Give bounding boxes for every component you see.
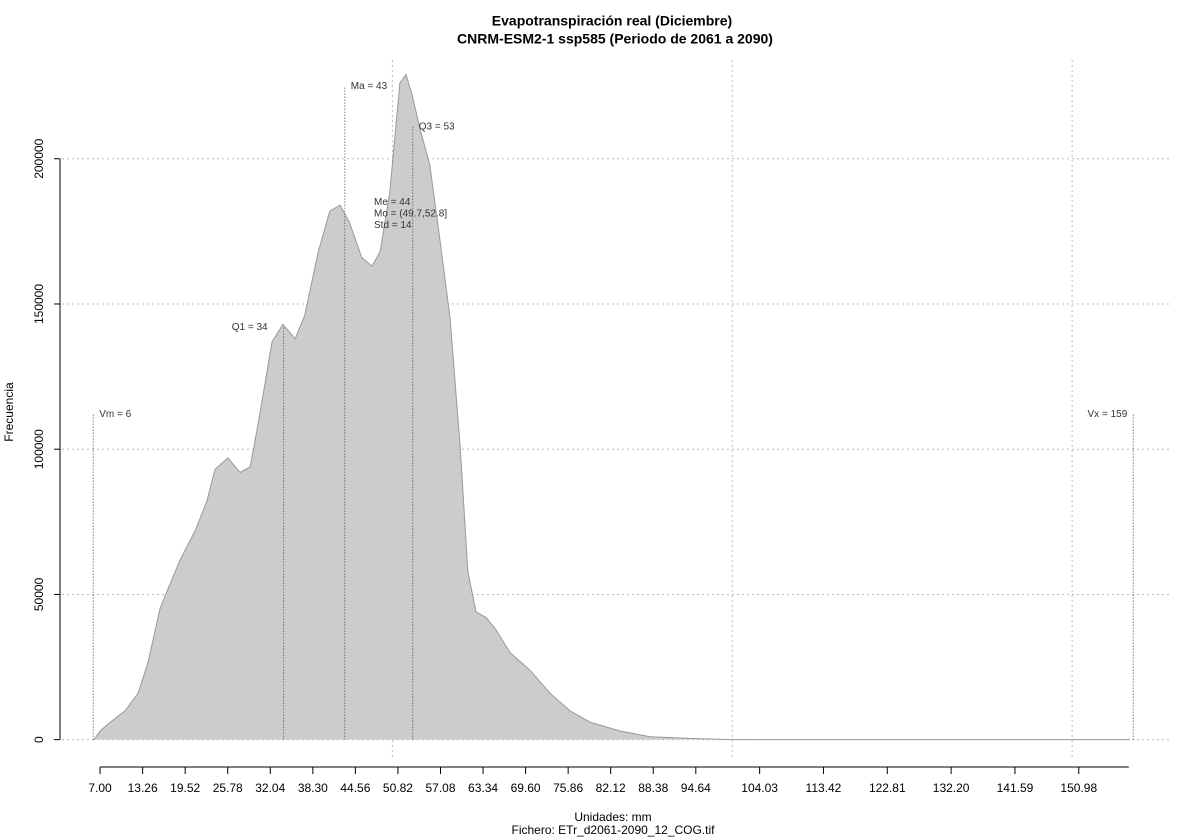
- x-tick-label: 141.59: [997, 781, 1034, 795]
- stats-label: Mo = (49.7,52.8]: [374, 208, 447, 219]
- x-tick-label: 113.42: [806, 781, 842, 795]
- x-tick-label: 150.98: [1060, 781, 1097, 795]
- x-tick-label: 75.86: [553, 781, 583, 795]
- x-tick-label: 25.78: [213, 781, 243, 795]
- density-area: [93, 74, 1130, 740]
- stats-label: Std = 14: [374, 220, 412, 231]
- x-axis-label: Unidades: mm: [574, 810, 651, 824]
- x-tick-label: 82.12: [596, 781, 626, 795]
- x-tick-label: 104.03: [741, 781, 778, 795]
- y-tick-label: 100000: [32, 429, 46, 469]
- x-tick-label: 32.04: [255, 781, 285, 795]
- x-tick-label: 19.52: [170, 781, 200, 795]
- density-line: [93, 73, 1130, 741]
- x-tick-label: 122.81: [869, 781, 906, 795]
- x-tick-label: 132.20: [933, 781, 970, 795]
- y-tick-label: 50000: [32, 577, 46, 611]
- annotation: Q3 = 53: [419, 121, 455, 132]
- x-tick-label: 13.26: [128, 781, 158, 795]
- annotation: Vm = 6: [99, 409, 131, 420]
- chart-title: Evapotranspiración real (Diciembre): [492, 13, 732, 29]
- y-tick-label: 0: [32, 736, 46, 743]
- y-tick-label: 150000: [32, 284, 46, 324]
- x-tick-label: 7.00: [88, 781, 112, 795]
- y-axis-label: Frecuencia: [2, 382, 16, 442]
- x-tick-label: 57.08: [425, 781, 455, 795]
- annotation: Ma = 43: [351, 81, 388, 92]
- footer: Fichero: ETr_d2061-2090_12_COG.tif: [512, 823, 716, 837]
- chart-subtitle: CNRM-ESM2-1 ssp585 (Periodo de 2061 a 20…: [457, 31, 773, 47]
- stats-label: Me = 44: [374, 197, 411, 208]
- x-tick-label: 88.38: [638, 781, 668, 795]
- x-tick-label: 44.56: [340, 781, 370, 795]
- y-tick-label: 200000: [32, 138, 46, 178]
- x-tick-label: 69.60: [511, 781, 541, 795]
- x-tick-label: 63.34: [468, 781, 498, 795]
- annotation: Vx = 159: [1088, 409, 1128, 420]
- x-tick-label: 50.82: [383, 781, 413, 795]
- x-tick-label: 94.64: [681, 781, 711, 795]
- x-tick-label: 38.30: [298, 781, 328, 795]
- annotation: Q1 = 34: [232, 322, 268, 333]
